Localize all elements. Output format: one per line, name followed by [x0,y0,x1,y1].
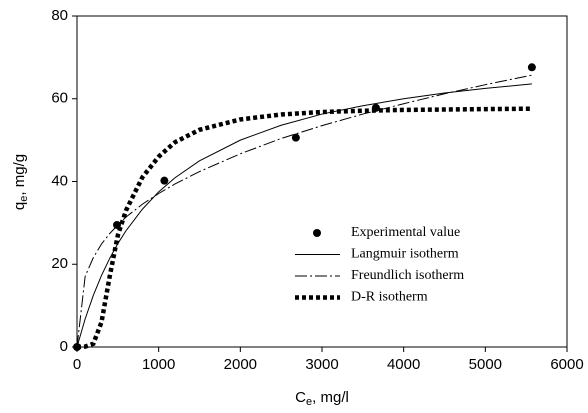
y-tick-label: 40 [51,172,68,189]
data-point [291,133,300,142]
data-point [527,63,536,72]
x-tick-label: 4000 [387,356,420,373]
y-tick-label: 0 [60,338,68,355]
y-tick-label: 20 [51,255,68,272]
data-point [160,176,169,185]
y-axis-label: qe, mg/g [11,154,30,210]
legend-marker [313,229,321,237]
series-line [76,74,532,348]
legend-label: D-R isotherm [351,290,428,305]
series-line [76,83,532,348]
series-line [76,106,532,350]
x-tick-label: 2000 [224,356,257,373]
x-axis-label: Ce, mg/l [295,389,349,408]
legend-label: Freundlich isotherm [351,268,464,283]
y-tick-label: 80 [51,7,68,24]
y-tick-label: 60 [51,90,68,107]
x-tick-label: 6000 [550,356,583,373]
x-tick-label: 0 [73,356,81,373]
x-tick-label: 3000 [305,356,338,373]
x-tick-label: 1000 [142,356,175,373]
legend-label: Langmuir isotherm [351,247,459,262]
plot-frame [76,15,568,348]
x-tick-label: 5000 [469,356,502,373]
legend-label: Experimental value [351,225,460,240]
